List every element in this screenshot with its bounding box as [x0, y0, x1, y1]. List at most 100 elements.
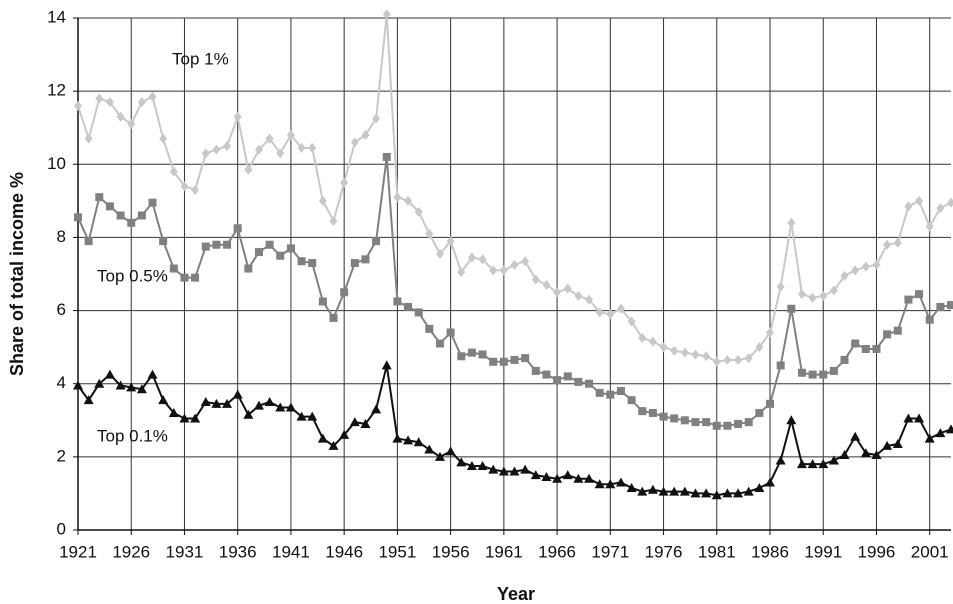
point: [787, 304, 796, 313]
point: [691, 349, 700, 360]
point: [265, 240, 274, 249]
point: [680, 347, 689, 358]
point: [691, 418, 700, 427]
point: [509, 466, 520, 476]
point: [840, 270, 849, 281]
point: [425, 324, 434, 333]
point: [797, 368, 806, 377]
point: [670, 414, 679, 423]
point: [638, 333, 647, 343]
point: [307, 411, 318, 421]
y-tick-label: 0: [57, 519, 66, 538]
point: [104, 369, 115, 379]
point: [136, 384, 147, 394]
point: [627, 396, 636, 405]
x-tick-label: 1936: [219, 542, 257, 561]
point: [233, 224, 242, 233]
point: [530, 470, 541, 480]
point: [445, 446, 456, 456]
point: [574, 290, 583, 301]
point: [74, 100, 82, 111]
point: [212, 144, 221, 155]
point: [286, 244, 295, 253]
point: [456, 457, 467, 467]
point: [755, 408, 764, 417]
y-tick-label: 8: [57, 227, 66, 246]
point: [191, 273, 200, 282]
point: [839, 450, 850, 460]
point: [819, 290, 828, 301]
point: [893, 237, 902, 248]
x-tick-label: 1986: [751, 542, 789, 561]
point: [115, 380, 126, 390]
point: [381, 360, 392, 370]
point: [435, 339, 444, 348]
x-tick-label: 1966: [538, 542, 576, 561]
point: [765, 477, 776, 487]
point: [595, 388, 604, 397]
point: [212, 240, 221, 249]
point: [722, 488, 733, 498]
point: [349, 417, 360, 427]
point: [414, 308, 423, 317]
point: [563, 283, 572, 294]
y-tick-label: 12: [47, 81, 66, 100]
point: [223, 141, 232, 151]
point: [361, 255, 370, 264]
point: [148, 91, 157, 102]
point: [254, 248, 263, 257]
point: [318, 297, 327, 306]
x-axis-title: Year: [497, 584, 535, 604]
point: [200, 397, 211, 406]
point: [371, 404, 382, 414]
point: [829, 285, 838, 296]
point: [478, 254, 487, 265]
point: [925, 315, 934, 324]
point: [296, 411, 307, 421]
y-tick-label: 4: [57, 373, 66, 392]
point: [105, 202, 114, 211]
point: [489, 265, 498, 276]
point: [243, 409, 254, 419]
point: [498, 466, 509, 476]
point: [477, 461, 488, 470]
point: [766, 327, 775, 338]
point: [190, 413, 201, 423]
point: [275, 402, 286, 412]
point: [947, 197, 953, 208]
point: [766, 399, 775, 408]
point: [723, 421, 732, 430]
x-tick-label: 1961: [485, 542, 523, 561]
point: [584, 473, 595, 483]
point: [606, 390, 615, 399]
point: [679, 486, 690, 496]
y-tick-label: 14: [47, 7, 66, 26]
point: [734, 354, 743, 365]
point: [424, 444, 435, 454]
point: [393, 192, 402, 203]
point: [616, 387, 625, 396]
point: [159, 237, 168, 246]
point: [647, 484, 658, 494]
y-tick-label: 2: [57, 446, 66, 465]
point: [638, 407, 647, 416]
point: [829, 366, 838, 375]
point: [94, 378, 105, 388]
point: [787, 217, 796, 228]
point: [308, 259, 317, 268]
y-tick-label: 10: [47, 154, 66, 173]
point: [808, 292, 817, 303]
point: [594, 479, 605, 489]
x-tick-label: 1996: [858, 542, 896, 561]
point: [126, 382, 137, 392]
point: [95, 193, 104, 202]
point: [360, 418, 371, 428]
point: [626, 482, 637, 492]
series-label: Top 1%: [172, 49, 229, 68]
point: [403, 435, 414, 445]
point: [680, 416, 689, 425]
point: [851, 339, 860, 348]
point: [382, 152, 391, 161]
point: [350, 137, 359, 148]
point: [328, 440, 339, 450]
